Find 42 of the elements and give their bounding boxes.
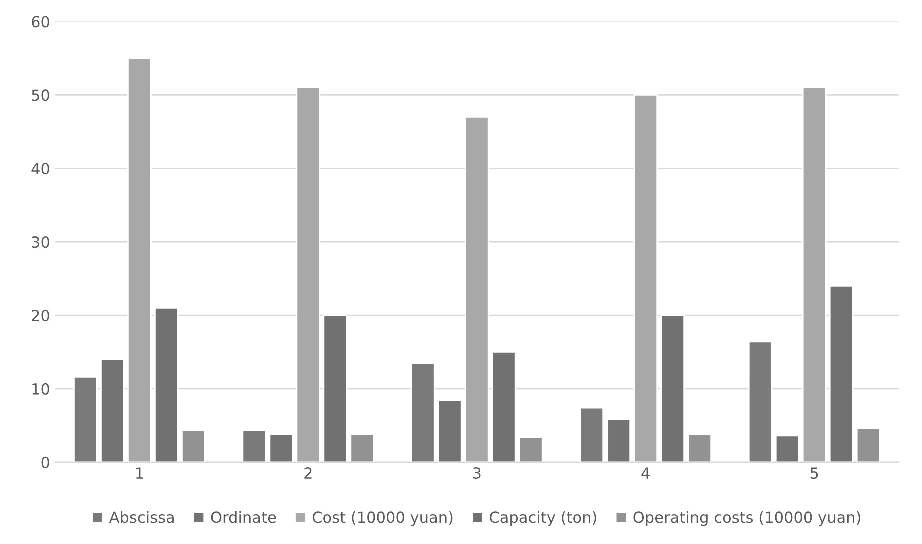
- x-tick-label: 5: [810, 468, 818, 480]
- y-tick-label: 30: [32, 236, 50, 248]
- x-tick-label: 3: [473, 468, 481, 480]
- bar: [748, 341, 773, 462]
- y-tick-label: 20: [32, 310, 50, 322]
- bar: [296, 87, 321, 462]
- bar: [269, 434, 294, 462]
- bar: [660, 314, 686, 462]
- bar: [856, 428, 881, 462]
- bar: [492, 352, 516, 462]
- bar: [438, 400, 462, 462]
- legend-label: Ordinate: [211, 511, 276, 524]
- bar: [634, 94, 658, 462]
- bar: [606, 419, 632, 462]
- legend-label: Operating costs (10000 yuan): [634, 511, 860, 526]
- bar: [323, 314, 348, 462]
- y-tick-label: 50: [32, 90, 50, 102]
- bar: [182, 430, 206, 462]
- bar: [350, 434, 375, 462]
- bar: [688, 434, 712, 462]
- legend-label: Cost (10000 yuan): [312, 511, 453, 526]
- bar: [242, 430, 267, 462]
- x-tick-label: 4: [642, 468, 650, 479]
- bar: [154, 307, 179, 462]
- legend-label: Abscissa: [109, 511, 174, 524]
- bar: [802, 87, 827, 462]
- x-tick-label: 1: [136, 468, 144, 479]
- bar: [100, 358, 125, 462]
- bar: [464, 116, 490, 462]
- bar: [829, 285, 854, 462]
- bar: [74, 376, 98, 462]
- bar: [410, 362, 436, 462]
- bar: [128, 58, 152, 462]
- bar: [775, 435, 800, 462]
- legend-label: Capacity (ton): [490, 511, 596, 526]
- x-tick-label: 2: [304, 468, 312, 479]
- y-tick-label: 0: [42, 456, 50, 468]
- y-tick-label: 60: [32, 16, 50, 28]
- y-tick-label: 10: [32, 383, 50, 395]
- bar: [518, 436, 544, 462]
- bar: [580, 407, 604, 462]
- y-tick-label: 40: [32, 163, 50, 175]
